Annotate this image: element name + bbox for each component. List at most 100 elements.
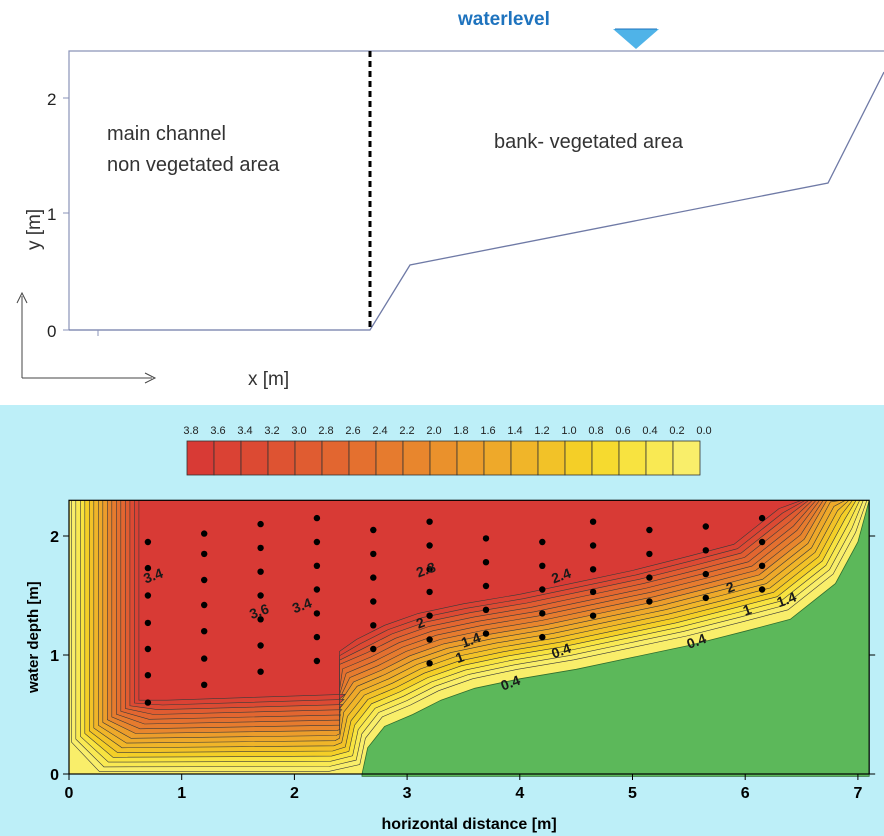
measurement-point [201,550,208,558]
waterlevel-marker-icon [613,29,659,49]
measurement-point [758,586,766,593]
measurement-point [144,538,152,546]
measurement-point [758,538,766,546]
measurement-point [426,636,433,643]
measurement-point [539,538,546,546]
measurement-point [589,588,597,596]
colorbar-swatch [240,440,269,476]
measurement-point [646,598,653,605]
colorbar-swatch [456,440,485,476]
contour-figure: 3.8 3.6 3.4 3.2 3.0 2.8 2.6 2.4 2.2 2.0 1.8 1.6 1.4 1… [0,405,884,836]
arrow-head-icon [144,372,157,384]
colorbar-tick-label: 1.0 [561,425,576,437]
measurement-point [313,610,321,617]
colorbar-tick-label: 3.0 [291,425,306,437]
colorbar-tick-label: 0.8 [588,425,603,437]
x-axis-label: x [m] [248,369,289,390]
colorbar-swatch [483,440,512,476]
channel-schematic: 0 1 2 waterlevel main channel non vegeta… [16,9,884,390]
measurement-point [539,610,546,617]
x-axis-label: horizontal distance [m] [382,816,557,833]
measurement-point [426,566,433,573]
measurement-point [482,559,490,566]
x-tick-label: 6 [741,785,750,802]
measurement-point [426,660,433,667]
colorbar-swatch [186,440,215,476]
colorbar-tick-label: 0.6 [615,425,630,437]
plot-frame [68,499,870,775]
colorbar-swatch [267,440,296,476]
measurement-point [201,601,208,609]
colorbar-tick-label: 2.0 [426,425,441,437]
contour-label: 0.4 [549,640,573,662]
contour-band [138,499,813,701]
colorbar-tick-label: 1.4 [507,425,522,437]
measurement-point [370,598,377,605]
measurement-point [257,544,264,552]
colorbar-swatch [429,440,458,476]
measurement-point [144,592,152,599]
contour-label: 3.6 [247,600,271,622]
measurement-point [144,564,152,572]
contour-label: 3.4 [141,565,165,587]
measurement-point [539,586,546,593]
measurement-point [589,566,597,573]
measurement-point [426,588,433,596]
measurement-point [482,582,490,590]
measurement-point [426,612,433,619]
bank-vegetated-label: bank- vegetated area [494,131,684,153]
main-channel-label: main channel [107,123,226,145]
y-tick-label: 1 [50,648,59,665]
measurement-point [370,645,377,653]
x-tick-label: 4 [515,785,524,802]
colorbar-tick-label: 2.4 [372,425,387,437]
measurement-point [646,526,653,534]
colorbar-tick-label: 3.2 [264,425,279,437]
contour-label: 0.4 [498,672,522,694]
measurement-point [370,622,377,629]
colorbar-tick-label: 1.8 [453,425,468,437]
colorbar-swatch [672,440,701,476]
measurement-point [758,514,766,522]
y-tick-label: 0 [47,322,56,341]
measurement-point [758,562,766,569]
measurement-point [702,547,709,554]
y-axis-label: water depth [m] [25,581,42,694]
measurement-point [201,628,208,635]
channel-bed-profile [69,71,884,331]
colorbar-tick-label: 3.6 [210,425,225,437]
x-tick-label: 1 [177,785,186,802]
measurement-point [257,592,264,599]
contour-label: 0.4 [684,630,708,652]
colorbar-swatch [402,440,431,476]
arrow-head-icon [16,291,28,304]
measurement-point [201,681,208,688]
waterlevel-label: waterlevel [457,9,550,30]
contour-label: 1.4 [775,588,799,610]
measurement-point [702,570,709,578]
colorbar-swatch [591,440,620,476]
measurement-point [589,542,597,549]
waterlevel-frame [68,50,884,330]
colorbar-swatch [537,440,566,476]
vegetated-bed-area [361,500,870,777]
x-tick-label: 0 [65,785,74,802]
colorbar-swatch [564,440,593,476]
colorbar-swatch [375,440,404,476]
main-channel-label: non vegetated area [107,154,280,176]
measurement-point [257,668,264,675]
contour-label: 2.8 [414,559,438,581]
measurement-point [144,672,152,679]
measurement-point [702,594,709,602]
y-tick-label: 1 [47,205,56,224]
measurement-point [589,518,597,525]
measurement-point [313,514,321,522]
colorbar-tick-label: 2.8 [318,425,333,437]
measurement-point [201,530,208,537]
x-tick-label: 5 [628,785,637,802]
measurement-point [144,645,152,653]
measurement-point [370,526,377,534]
measurement-point [482,630,490,637]
contour-plot: 3.43.6 3.42.821.410.42.40.4 0.421 1.40 1 2 3 4 5… [25,499,876,833]
